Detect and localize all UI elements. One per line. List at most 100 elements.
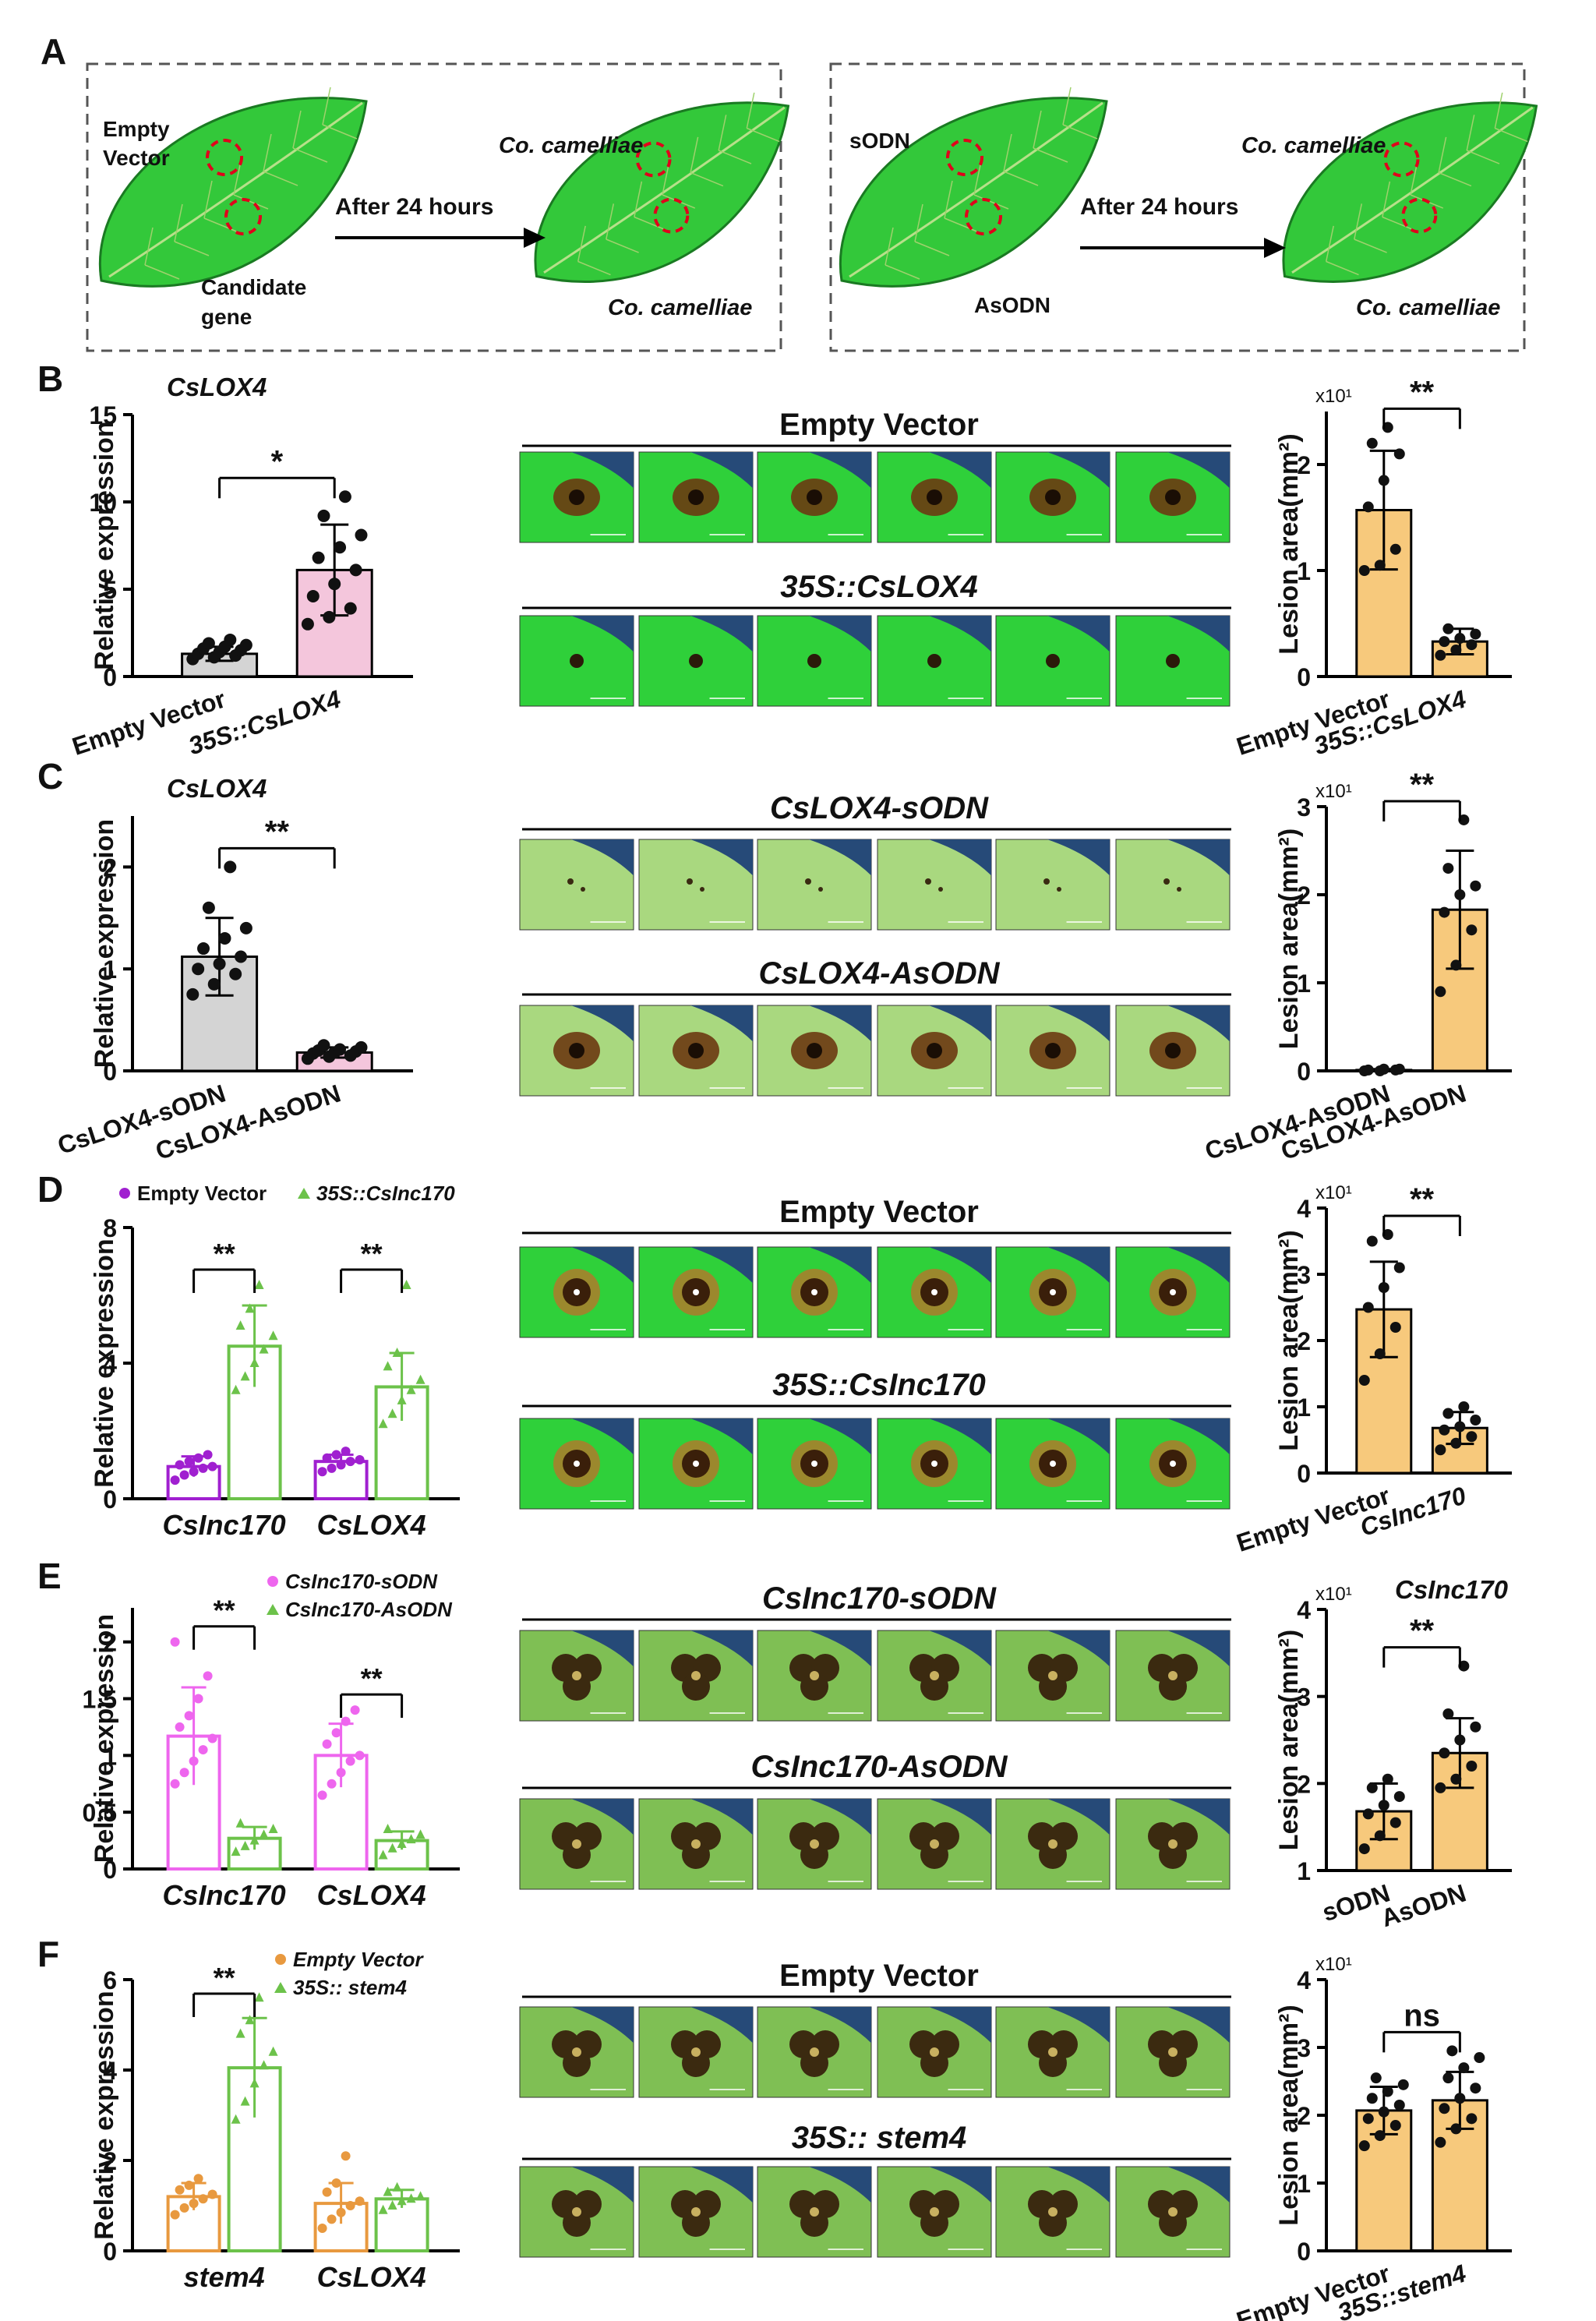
leaf-vein <box>577 225 586 262</box>
data-point <box>345 1457 355 1467</box>
lesion-lobe <box>563 2209 591 2237</box>
photo-background-corner <box>1167 1418 1230 1455</box>
axis-exponent-label: x10¹ <box>1315 1182 1352 1203</box>
photo-background-corner <box>690 1630 753 1667</box>
lesion-core <box>1045 1043 1061 1058</box>
data-point <box>1450 645 1462 655</box>
lesion-core <box>1168 2047 1178 2057</box>
leaf-vein <box>1466 150 1500 164</box>
data-point <box>170 1475 180 1486</box>
data-point <box>345 2201 355 2210</box>
inoculation-site-circle <box>1401 197 1438 234</box>
lesion-spot <box>938 887 943 892</box>
photo-background-corner <box>690 616 753 652</box>
data-point <box>249 1358 260 1367</box>
data-point <box>338 490 351 503</box>
photo-background-corner <box>1167 1005 1230 1042</box>
y-tick-label: 8 <box>103 1214 117 1242</box>
data-point <box>1362 2113 1374 2125</box>
data-point <box>1474 2052 1485 2064</box>
data-point <box>203 1671 213 1681</box>
lesion-spot <box>570 654 584 668</box>
data-point <box>378 1849 388 1860</box>
leaf-vein <box>292 110 302 149</box>
data-point <box>224 860 237 874</box>
data-point <box>179 1768 189 1778</box>
leaf-vein <box>1354 238 1387 253</box>
significance-label: ** <box>1410 1182 1435 1217</box>
sodn-label: sODN <box>849 129 910 153</box>
lesion-core <box>572 1671 581 1680</box>
data-point <box>1378 475 1389 486</box>
panel-a-schematic: A Empty Vector Candidate gene After 24 h… <box>41 31 1538 352</box>
photo-background-corner <box>690 2007 753 2044</box>
legend-label: 35S::CsInc170 <box>316 1182 455 1205</box>
leaf-vein <box>1003 133 1012 172</box>
leaf-vein <box>1382 216 1415 231</box>
y-axis-label: Lesion area(mm²) <box>1274 433 1304 654</box>
data-point <box>334 541 347 554</box>
data-point <box>341 1716 351 1726</box>
significance-label: ** <box>361 1238 383 1270</box>
lesion-spot <box>805 878 811 885</box>
y-tick-label: 1.5 <box>83 1686 117 1714</box>
chart-title: CsInc170 <box>1395 1575 1509 1604</box>
leaf-vein <box>263 171 298 186</box>
data-point <box>231 2114 241 2124</box>
photo-background-corner <box>1047 2007 1110 2044</box>
data-point <box>331 1450 341 1460</box>
data-point <box>259 2060 269 2070</box>
lesion-core <box>810 1839 819 1849</box>
lesion-highlight <box>811 1461 817 1467</box>
photo-row-title: Empty Vector <box>779 1195 979 1229</box>
photo-background-corner <box>570 1247 634 1284</box>
data-point <box>179 1470 189 1480</box>
data-point <box>184 1457 194 1467</box>
y-tick-label: 0 <box>103 1058 117 1086</box>
leaf-vein <box>1438 171 1472 187</box>
legend-label: Empty Vector <box>293 1948 425 1971</box>
data-point <box>1374 1830 1386 1842</box>
data-point <box>1362 1808 1374 1820</box>
data-point <box>254 1279 264 1289</box>
photo-background-corner <box>808 2167 871 2203</box>
photo-background-corner <box>928 616 991 652</box>
lesion-core <box>1048 2047 1058 2057</box>
photo-background-corner <box>928 1005 991 1042</box>
data-point <box>378 2204 388 2214</box>
panel-a-right-box <box>829 62 1526 352</box>
y-tick-label: 1 <box>103 1742 117 1770</box>
data-point <box>312 551 325 564</box>
axis-exponent-label: x10¹ <box>1315 1954 1352 1975</box>
data-point <box>1389 543 1401 555</box>
data-point <box>240 2096 250 2106</box>
y-tick-label: 1 <box>1297 2170 1311 2198</box>
lesion-lobe <box>1159 2209 1187 2237</box>
lesion-core <box>930 1671 939 1680</box>
data-point <box>198 1463 208 1473</box>
leaf-vein <box>1326 260 1359 276</box>
leaf-vein <box>634 216 667 231</box>
lesion-highlight <box>811 1289 817 1295</box>
y-tick-label: 4 <box>103 2057 117 2085</box>
lesion-spot <box>1046 654 1060 668</box>
data-point <box>397 2196 407 2206</box>
lesion-highlight <box>1050 1289 1056 1295</box>
data-point <box>1439 906 1450 918</box>
data-point <box>1450 2123 1462 2135</box>
data-point <box>184 2180 194 2190</box>
photo-background-corner <box>1167 1247 1230 1284</box>
photo-background-corner <box>570 452 634 489</box>
data-point <box>249 1835 260 1845</box>
data-point <box>189 1756 199 1766</box>
y-tick-label: 0 <box>103 663 117 691</box>
data-point <box>1358 1843 1370 1855</box>
data-point <box>1470 1415 1481 1425</box>
y-tick-label: 3 <box>1297 793 1311 821</box>
significance-label: ns <box>1404 1998 1440 2033</box>
y-tick-label: 2 <box>103 1629 117 1657</box>
